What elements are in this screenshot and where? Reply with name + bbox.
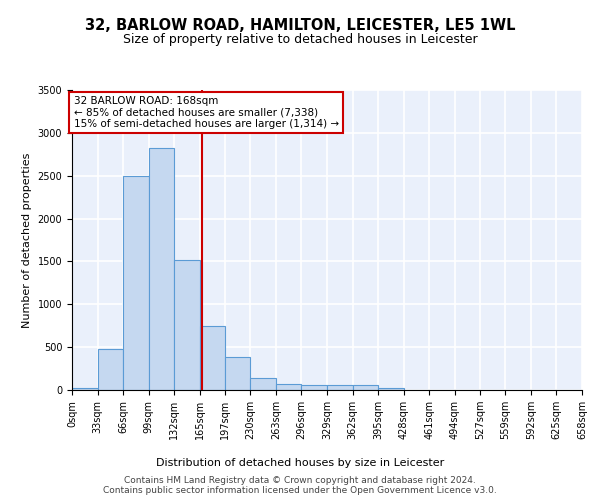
Text: 32, BARLOW ROAD, HAMILTON, LEICESTER, LE5 1WL: 32, BARLOW ROAD, HAMILTON, LEICESTER, LE…: [85, 18, 515, 32]
Bar: [276, 384, 301, 390]
Bar: [327, 386, 353, 390]
Bar: [175, 260, 200, 390]
Bar: [98, 349, 123, 390]
Y-axis label: Number of detached properties: Number of detached properties: [22, 152, 32, 328]
Bar: [200, 326, 224, 390]
Bar: [378, 388, 404, 390]
Bar: [250, 378, 276, 390]
Text: Distribution of detached houses by size in Leicester: Distribution of detached houses by size …: [156, 458, 444, 468]
Text: Contains HM Land Registry data © Crown copyright and database right 2024.
Contai: Contains HM Land Registry data © Crown c…: [103, 476, 497, 495]
Bar: [72, 388, 98, 390]
Bar: [123, 176, 149, 390]
Bar: [224, 358, 250, 390]
Bar: [149, 148, 175, 390]
Bar: [353, 386, 378, 390]
Text: Size of property relative to detached houses in Leicester: Size of property relative to detached ho…: [122, 32, 478, 46]
Text: 32 BARLOW ROAD: 168sqm
← 85% of detached houses are smaller (7,338)
15% of semi-: 32 BARLOW ROAD: 168sqm ← 85% of detached…: [74, 96, 338, 129]
Bar: [301, 386, 327, 390]
